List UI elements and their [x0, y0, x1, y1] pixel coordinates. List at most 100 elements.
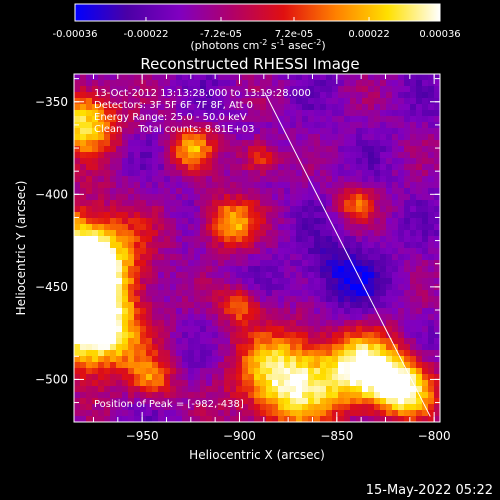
heatmap-cell — [80, 134, 86, 140]
heatmap-cell — [320, 170, 326, 176]
heatmap-cell — [374, 278, 380, 284]
heatmap-cell — [176, 410, 182, 416]
heatmap-cell — [266, 332, 272, 338]
heatmap-cell — [254, 206, 260, 212]
heatmap-cell — [350, 110, 356, 116]
heatmap-cell — [146, 194, 152, 200]
heatmap-cell — [350, 176, 356, 182]
heatmap-cell — [344, 212, 350, 218]
heatmap-cell — [392, 248, 398, 254]
heatmap-cell — [200, 200, 206, 206]
heatmap-cell — [146, 326, 152, 332]
heatmap-cell — [404, 308, 410, 314]
heatmap-cell — [392, 182, 398, 188]
heatmap-cell — [242, 152, 248, 158]
heatmap-cell — [128, 98, 134, 104]
heatmap-cell — [140, 368, 146, 374]
heatmap-cell — [194, 140, 200, 146]
heatmap-cell — [128, 110, 134, 116]
heatmap-cell — [224, 74, 230, 80]
heatmap-cell — [386, 230, 392, 236]
heatmap-cell — [92, 128, 98, 134]
heatmap-cell — [410, 98, 416, 104]
heatmap-cell — [434, 242, 440, 248]
heatmap-cell — [212, 140, 218, 146]
heatmap-cell — [230, 218, 236, 224]
heatmap-cell — [110, 350, 116, 356]
heatmap-cell — [362, 242, 368, 248]
heatmap-cell — [284, 404, 290, 410]
heatmap-cell — [302, 380, 308, 386]
heatmap-cell — [284, 104, 290, 110]
heatmap-cell — [356, 356, 362, 362]
heatmap-cell — [374, 254, 380, 260]
heatmap-cell — [98, 344, 104, 350]
heatmap-cell — [104, 410, 110, 416]
heatmap-cell — [398, 128, 404, 134]
heatmap-cell — [308, 92, 314, 98]
heatmap-cell — [170, 404, 176, 410]
heatmap-cell — [188, 230, 194, 236]
heatmap-cell — [266, 80, 272, 86]
heatmap-cell — [182, 362, 188, 368]
heatmap-cell — [80, 194, 86, 200]
heatmap-cell — [218, 350, 224, 356]
heatmap-cell — [86, 386, 92, 392]
heatmap-cell — [248, 140, 254, 146]
heatmap-cell — [278, 128, 284, 134]
heatmap-cell — [182, 170, 188, 176]
heatmap-cell — [104, 194, 110, 200]
heatmap-cell — [296, 374, 302, 380]
heatmap-cell — [200, 410, 206, 416]
heatmap-cell — [422, 164, 428, 170]
heatmap-cell — [122, 338, 128, 344]
heatmap-cell — [350, 326, 356, 332]
annotation-block: 13-Oct-2012 13:13:28.000 to 13:19:28.000… — [94, 88, 311, 410]
heatmap-cell — [368, 308, 374, 314]
heatmap-cell — [428, 128, 434, 134]
heatmap-cell — [338, 230, 344, 236]
heatmap-cell — [410, 74, 416, 80]
heatmap-cell — [152, 326, 158, 332]
heatmap-cell — [374, 170, 380, 176]
heatmap-cell — [326, 416, 332, 422]
heatmap-cell — [218, 116, 224, 122]
heatmap-cell — [236, 266, 242, 272]
heatmap-cell — [242, 80, 248, 86]
heatmap-cell — [176, 374, 182, 380]
heatmap-cell — [110, 80, 116, 86]
heatmap-cell — [224, 254, 230, 260]
heatmap-cell — [434, 362, 440, 368]
heatmap-cell — [152, 134, 158, 140]
heatmap-cell — [128, 326, 134, 332]
heatmap-cell — [254, 320, 260, 326]
heatmap-cell — [218, 260, 224, 266]
heatmap-cell — [290, 182, 296, 188]
heatmap-cell — [158, 266, 164, 272]
heatmap-cell — [260, 122, 266, 128]
heatmap-cells — [74, 74, 440, 422]
heatmap-cell — [278, 200, 284, 206]
heatmap-cell — [380, 182, 386, 188]
heatmap-cell — [266, 170, 272, 176]
heatmap-cell — [182, 242, 188, 248]
heatmap-cell — [116, 128, 122, 134]
heatmap-cell — [338, 176, 344, 182]
heatmap-cell — [434, 80, 440, 86]
heatmap-cell — [212, 404, 218, 410]
heatmap-cell — [200, 122, 206, 128]
heatmap-cell — [122, 254, 128, 260]
heatmap-cell — [272, 230, 278, 236]
heatmap-cell — [188, 344, 194, 350]
heatmap-cell — [176, 332, 182, 338]
heatmap-cell — [404, 392, 410, 398]
heatmap-cell — [122, 170, 128, 176]
heatmap-cell — [290, 236, 296, 242]
heatmap-cell — [302, 254, 308, 260]
heatmap-cell — [368, 398, 374, 404]
heatmap-cell — [272, 374, 278, 380]
heatmap-cell — [200, 182, 206, 188]
heatmap-cell — [206, 152, 212, 158]
heatmap-cell — [116, 290, 122, 296]
heatmap-cell — [176, 284, 182, 290]
